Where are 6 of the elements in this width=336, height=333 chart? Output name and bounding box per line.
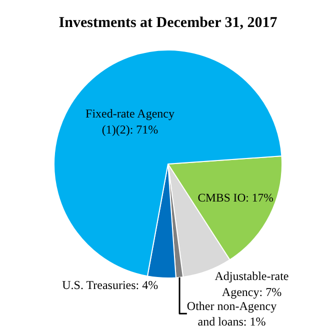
slice-label: Fixed-rate Agency (1)(2): 71%: [86, 106, 174, 136]
slice-label: U.S. Treasuries: 4%: [62, 278, 158, 292]
chart-title: Investments at December 31, 2017: [58, 15, 278, 32]
slice-label: Other non-Agency and loans: 1%: [186, 298, 277, 328]
slice-label: CMBS IO: 17%: [198, 192, 274, 205]
slice-label: Adjustable-rate Agency: 7%: [214, 269, 289, 299]
